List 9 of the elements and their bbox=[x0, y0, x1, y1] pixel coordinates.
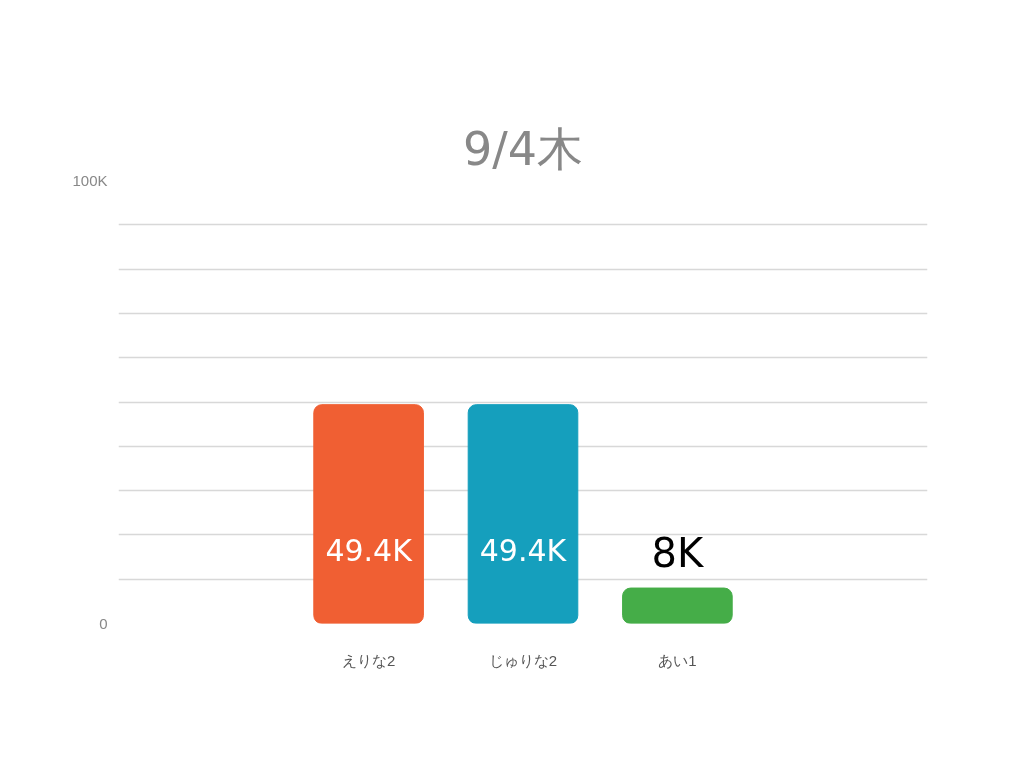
y-tick-label: 0 bbox=[99, 615, 108, 632]
x-tick-label: あい1 bbox=[658, 651, 697, 669]
x-tick-label: じゅりな2 bbox=[488, 651, 558, 669]
y-tick-label: 100K bbox=[72, 172, 108, 189]
chart-title: 9/4木 bbox=[462, 121, 584, 176]
data-label: 8K bbox=[651, 530, 705, 577]
x-tick-label: えりな2 bbox=[341, 651, 396, 669]
data-label: 49.4K bbox=[325, 533, 414, 569]
data-label: 49.4K bbox=[479, 533, 568, 569]
